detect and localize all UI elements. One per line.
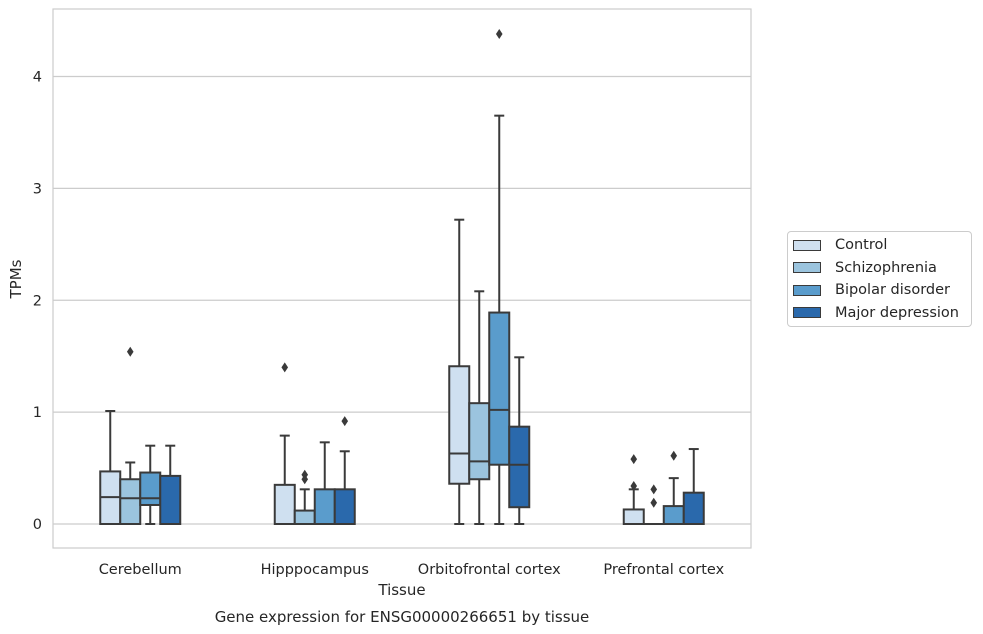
box-iqr <box>622 508 645 525</box>
legend-item: Schizophrenia <box>793 258 937 278</box>
series-schizophrenia <box>119 290 665 526</box>
box <box>488 28 511 525</box>
outlier-point <box>650 484 658 495</box>
y-tick-label: 0 <box>33 517 42 533</box>
legend-item: Control <box>793 235 887 255</box>
box <box>468 290 491 525</box>
outlier-point <box>630 480 638 491</box>
outlier-point <box>670 450 678 461</box>
y-tick-label: 4 <box>33 70 42 86</box>
legend-item: Major depression <box>793 303 959 323</box>
x-axis-label: Tissue <box>377 581 425 599</box>
y-tick-label: 2 <box>33 293 42 309</box>
box-iqr <box>293 509 316 526</box>
legend-label: Bipolar disorder <box>835 282 950 298</box>
box <box>682 448 705 525</box>
box-iqr <box>508 425 531 509</box>
x-tick-label: Prefrontal cortex <box>603 562 724 578</box>
box-iqr <box>662 505 685 526</box>
chart-legend: Control Schizophrenia Bipolar disorder Majo… <box>787 231 972 327</box>
y-tick-labels: 0 1 2 3 4 <box>33 70 42 534</box>
box-iqr <box>159 474 182 525</box>
legend-swatch <box>793 239 821 251</box>
box-iqr <box>448 365 471 485</box>
box-series <box>99 28 705 526</box>
series-bipolar-disorder <box>139 28 685 526</box>
box-iqr <box>119 478 142 525</box>
box <box>313 441 336 526</box>
outlier-point <box>126 346 134 357</box>
x-tick-label: Orbitofrontal cortex <box>418 562 561 578</box>
outlier-point <box>630 454 638 465</box>
x-tick-label: Hipppocampus <box>261 562 369 578</box>
box-iqr <box>333 488 356 526</box>
legend-label: Major depression <box>835 304 959 321</box>
box-iqr <box>139 471 162 506</box>
outlier-point <box>495 28 503 39</box>
box <box>448 218 471 525</box>
box-iqr <box>488 311 511 466</box>
legend-swatch <box>793 262 821 273</box>
outlier-point <box>650 497 658 508</box>
y-tick-label: 1 <box>33 405 42 421</box>
box <box>333 416 356 526</box>
chart-title: Gene expression for ENSG00000266651 by t… <box>215 608 590 626</box>
legend-label: Schizophrenia <box>835 259 937 276</box>
legend-swatch <box>793 284 821 296</box>
x-tick-label: Cerebellum <box>99 562 182 578</box>
y-axis-label: TPMs <box>7 259 25 299</box>
series-major-depression <box>159 356 705 526</box>
box <box>273 362 296 525</box>
box-iqr <box>468 402 491 481</box>
box <box>99 410 122 526</box>
box-iqr <box>273 483 296 525</box>
plot-border <box>52 8 752 549</box>
legend-swatch <box>793 307 821 318</box>
series-control <box>99 218 645 526</box>
box <box>159 444 182 525</box>
plot-area <box>53 9 751 548</box>
outlier-point <box>281 362 289 373</box>
box-iqr <box>313 488 336 526</box>
outlier-point <box>341 416 349 427</box>
legend-label: Control <box>835 237 888 253</box>
y-tick-label: 3 <box>33 181 42 197</box>
outlier-point <box>301 469 309 480</box>
box-iqr <box>682 491 705 525</box>
x-tick-labels: Cerebellum Hipppocampus Orbitofrontal cort… <box>99 562 725 578</box>
box <box>508 356 531 525</box>
box <box>622 454 645 525</box>
legend-item: Bipolar disorder <box>793 280 950 300</box>
